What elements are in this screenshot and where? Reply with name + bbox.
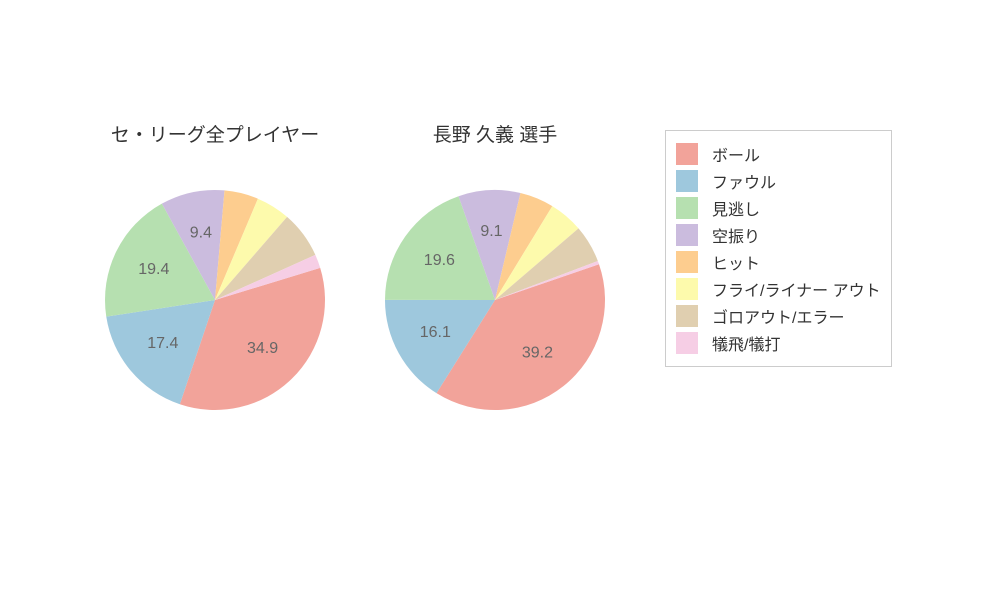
legend-label-looking: 見逃し (712, 196, 760, 220)
legend-label-hit: ヒット (712, 250, 760, 274)
pie-label-player-ball: 39.2 (522, 345, 553, 362)
legend-swatch-swing (676, 224, 698, 246)
legend-swatch-hit (676, 251, 698, 273)
pie-chart-player: 39.2 16.1 19.6 9.1 (325, 130, 665, 475)
legend-label-fly: フライ/ライナー アウト (712, 277, 881, 301)
pie-label-player-swing: 9.1 (480, 223, 502, 240)
legend-swatch-sac (676, 332, 698, 354)
legend-item-swing: 空振り (676, 223, 881, 247)
legend-item-hit: ヒット (676, 250, 881, 274)
pie-svg-player: 39.2 16.1 19.6 9.1 (325, 130, 665, 470)
legend-item-ground: ゴロアウト/エラー (676, 304, 881, 328)
legend-swatch-fly (676, 278, 698, 300)
pie-label-league-ball: 34.9 (247, 340, 278, 357)
legend: ボールファウル見逃し空振りヒットフライ/ライナー アウトゴロアウト/エラー犠飛/… (665, 130, 892, 367)
legend-item-sac: 犠飛/犠打 (676, 331, 881, 355)
legend-label-sac: 犠飛/犠打 (712, 331, 780, 355)
legend-swatch-ground (676, 305, 698, 327)
pie-label-player-foul: 16.1 (420, 324, 451, 341)
legend-label-ground: ゴロアウト/エラー (712, 304, 844, 328)
pie-label-league-swing: 9.4 (190, 224, 212, 241)
legend-item-foul: ファウル (676, 169, 881, 193)
legend-item-ball: ボール (676, 142, 881, 166)
chart-stage: セ・リーグ全プレイヤー 長野 久義 選手 34.917.419.49.4 39.… (0, 0, 1000, 600)
legend-swatch-foul (676, 170, 698, 192)
legend-label-swing: 空振り (712, 223, 760, 247)
pie-label-league-foul: 17.4 (147, 335, 178, 352)
legend-swatch-looking (676, 197, 698, 219)
pie-label-league-looking: 19.4 (138, 261, 169, 278)
legend-item-looking: 見逃し (676, 196, 881, 220)
legend-item-fly: フライ/ライナー アウト (676, 277, 881, 301)
legend-label-ball: ボール (712, 142, 760, 166)
legend-swatch-ball (676, 143, 698, 165)
legend-label-foul: ファウル (712, 169, 776, 193)
pie-label-player-looking: 19.6 (424, 252, 455, 269)
